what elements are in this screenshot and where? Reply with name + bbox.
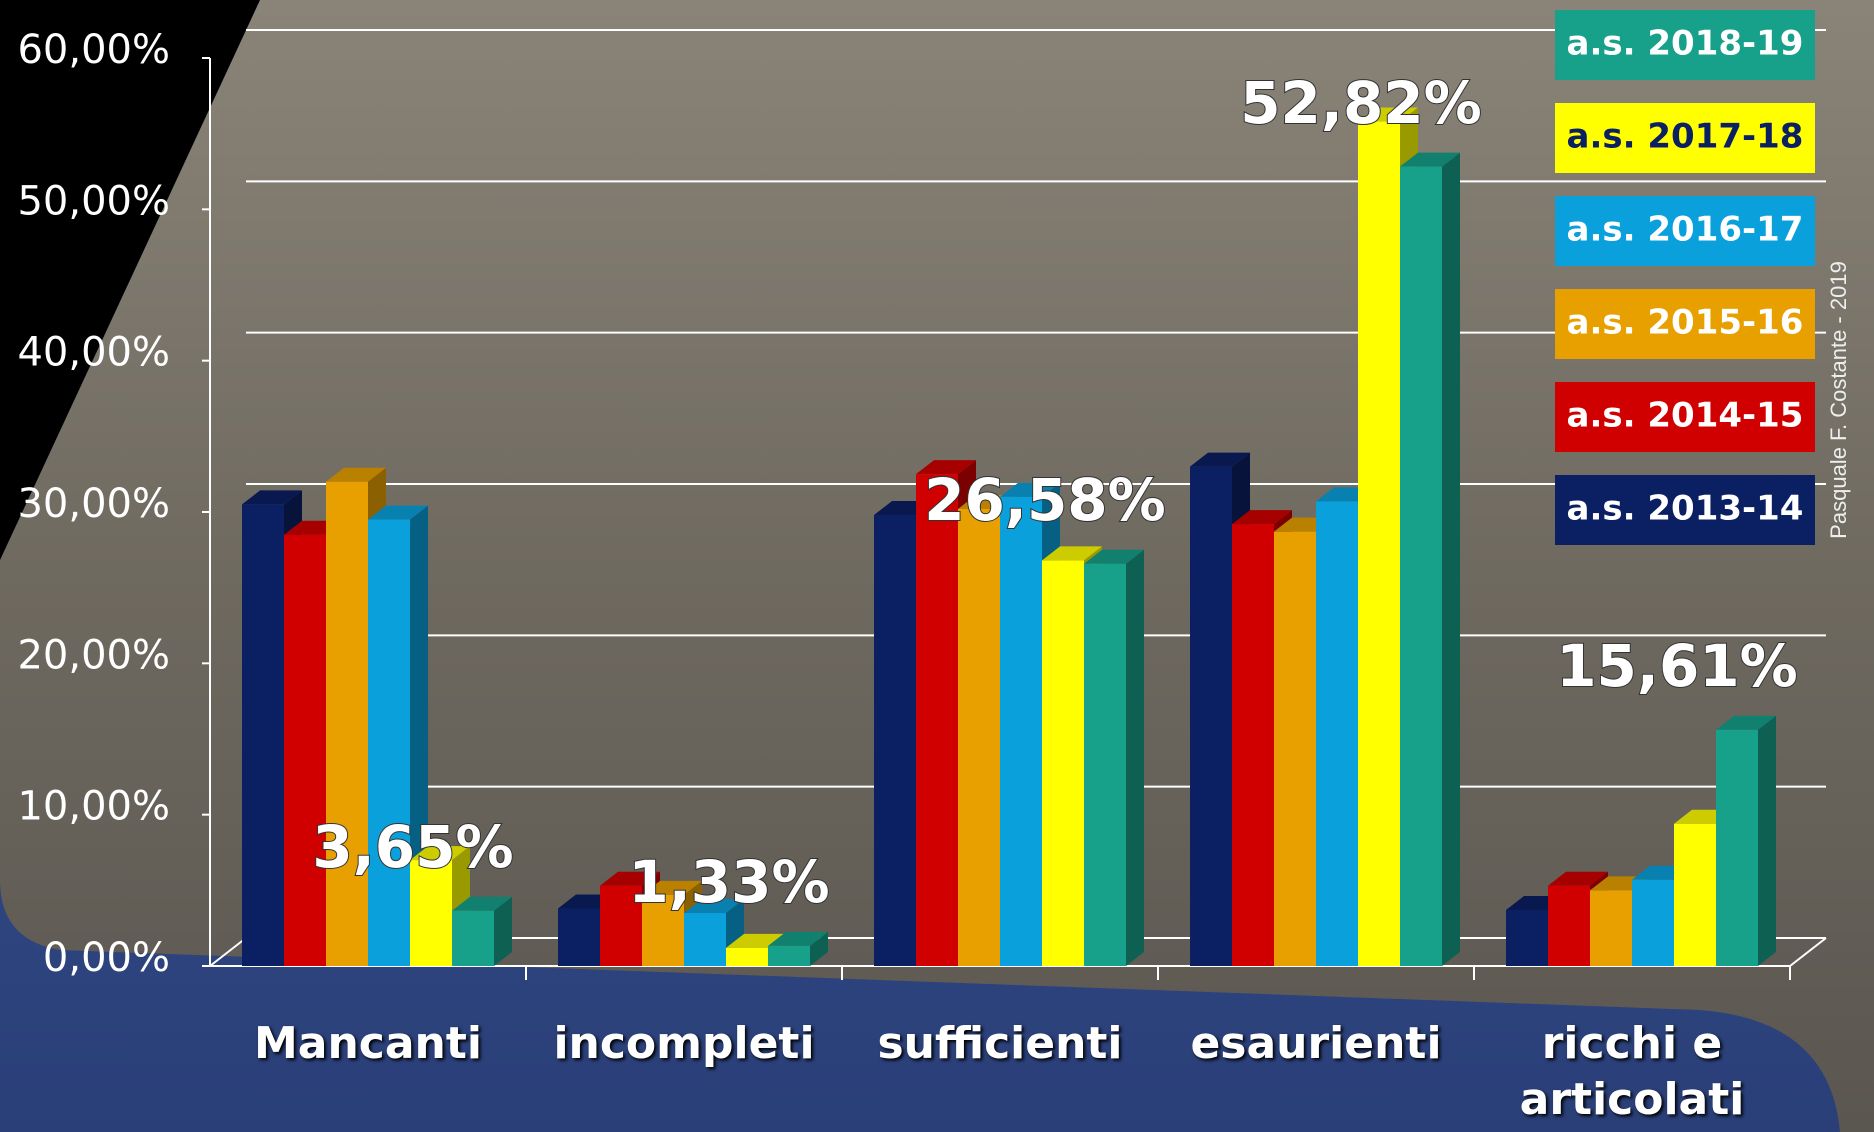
bar	[1042, 560, 1084, 966]
x-tick-label: sufficienti	[850, 1016, 1150, 1072]
bar	[1548, 886, 1590, 966]
y-tick-label: 10,00%	[17, 784, 170, 830]
legend-label: a.s. 2013-14	[1567, 489, 1804, 529]
legend-label: a.s. 2015-16	[1567, 303, 1804, 343]
bar	[768, 946, 810, 966]
value-label: 1,33%	[628, 848, 829, 916]
bar	[242, 504, 284, 966]
bar	[1358, 122, 1400, 966]
bar-side	[1442, 153, 1460, 966]
bar	[874, 515, 916, 966]
page: Pasquale F. Costante - 2019 0,00% 10,00% 2…	[0, 0, 1874, 1132]
x-tick-label: Mancanti	[218, 1016, 518, 1072]
y-tick-label: 0,00%	[43, 935, 170, 981]
bar	[1632, 880, 1674, 966]
bar	[284, 535, 326, 966]
chart: Pasquale F. Costante - 2019 0,00% 10,00% 2…	[0, 0, 1874, 1132]
legend-label: a.s. 2014-15	[1567, 396, 1804, 436]
bar	[916, 474, 958, 966]
legend-label: a.s. 2017-18	[1567, 117, 1804, 157]
bar	[1274, 532, 1316, 966]
bar	[958, 509, 1000, 966]
bar	[558, 908, 600, 966]
value-label: 52,82%	[1240, 69, 1482, 137]
bar	[452, 911, 494, 966]
bar-side	[1126, 550, 1144, 966]
bar	[1400, 167, 1442, 966]
bar	[1590, 890, 1632, 966]
y-tick-label: 30,00%	[17, 481, 170, 527]
watermark: Pasquale F. Costante - 2019	[1826, 261, 1851, 539]
bar	[368, 520, 410, 966]
value-label: 26,58%	[924, 466, 1166, 534]
bar	[726, 948, 768, 966]
y-tick-label: 20,00%	[17, 632, 170, 678]
bar	[1506, 910, 1548, 966]
y-tick-label: 50,00%	[17, 178, 170, 224]
bar	[1190, 467, 1232, 966]
bar-side	[1758, 716, 1776, 966]
x-tick-label: incompleti	[534, 1016, 834, 1072]
legend-label: a.s. 2016-17	[1567, 210, 1804, 250]
bar	[1716, 730, 1758, 966]
y-tick-label: 60,00%	[17, 27, 170, 73]
bar	[1316, 501, 1358, 966]
bar	[1084, 564, 1126, 966]
bar	[1000, 497, 1042, 966]
bar	[684, 913, 726, 966]
x-tick-label: ricchi e articolati	[1482, 1016, 1782, 1128]
bar	[1674, 824, 1716, 966]
bar	[1232, 524, 1274, 966]
legend-label: a.s. 2018-19	[1567, 24, 1804, 64]
value-label: 15,61%	[1556, 632, 1798, 700]
value-label: 3,65%	[312, 813, 513, 881]
x-tick-label: esaurienti	[1166, 1016, 1466, 1072]
bar	[326, 482, 368, 966]
y-tick-label: 40,00%	[17, 330, 170, 376]
